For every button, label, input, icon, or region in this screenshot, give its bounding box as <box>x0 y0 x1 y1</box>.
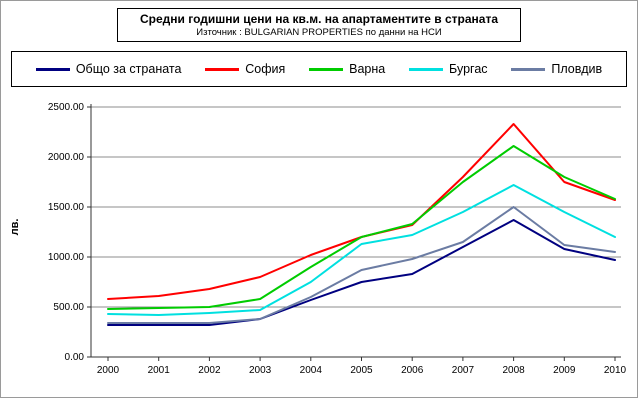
y-tick-label: 500.00 <box>53 302 84 313</box>
y-tick-label: 0.00 <box>65 352 85 363</box>
legend-item: Общо за страната <box>35 62 182 76</box>
x-tick-label: 2003 <box>249 365 272 376</box>
x-tick-label: 2000 <box>97 365 120 376</box>
legend-label: Варна <box>349 62 386 76</box>
y-tick-label: 1000.00 <box>48 252 85 263</box>
chart-title: Средни годишни цени на кв.м. на апартаме… <box>140 12 498 26</box>
plot-area: 0.00 500.00 1000.00 1500.00 2000.00 2500.00 20… <box>48 102 627 376</box>
x-tick-label: 2004 <box>300 365 323 376</box>
x-tick-label: 2007 <box>452 365 475 376</box>
series-line <box>107 184 616 316</box>
y-tick-label: 2000.00 <box>48 152 85 163</box>
x-tick-label: 2005 <box>350 365 373 376</box>
legend: Общо за страната София Варна Бургас Пловдив <box>11 51 627 87</box>
x-tick-label: 2006 <box>401 365 424 376</box>
legend-label: Бургас <box>449 62 488 76</box>
series-line <box>107 219 616 326</box>
legend-marker <box>205 67 240 71</box>
x-tick-label: 2008 <box>502 365 525 376</box>
y-axis-title: лв. <box>9 218 21 236</box>
y-tick-label: 2500.00 <box>48 102 85 113</box>
legend-marker <box>511 67 546 71</box>
legend-item: Пловдив <box>511 62 602 76</box>
legend-marker <box>409 67 444 71</box>
legend-item: София <box>205 62 285 76</box>
legend-marker <box>35 67 70 71</box>
legend-label: Пловдив <box>551 62 603 76</box>
legend-label: Общо за страната <box>75 62 182 76</box>
series-line <box>107 123 616 300</box>
x-tick-label: 2010 <box>604 365 627 376</box>
chart-subtitle: Източник : BULGARIAN PROPERTIES по данни… <box>196 27 442 38</box>
legend-marker <box>309 67 344 71</box>
chart-title-box: Средни годишни цени на кв.м. на апартаме… <box>117 8 521 42</box>
series-line <box>107 206 616 324</box>
y-tick-label: 1500.00 <box>48 202 85 213</box>
x-tick-label: 2009 <box>553 365 576 376</box>
legend-label: София <box>245 62 286 76</box>
legend-item: Бургас <box>409 62 488 76</box>
series-line <box>107 145 616 310</box>
x-tick-label: 2001 <box>148 365 171 376</box>
legend-item: Варна <box>309 62 385 76</box>
x-tick-label: 2002 <box>198 365 221 376</box>
plot-region: лв. 0.00 500.00 1000.00 1500.00 2000.00 2500.… <box>1 95 637 382</box>
